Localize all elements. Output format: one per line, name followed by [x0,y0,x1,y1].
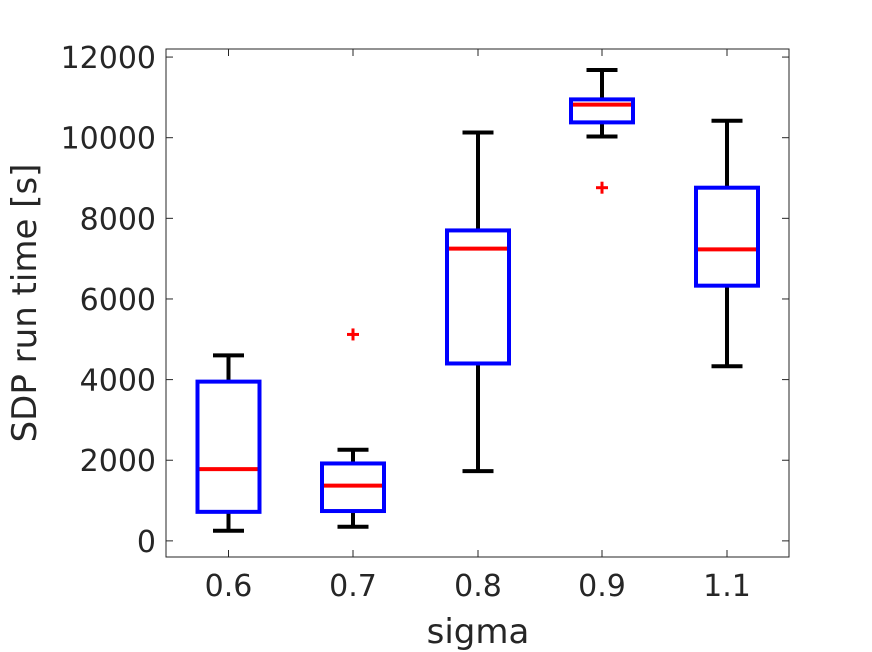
box-1.1 [694,118,760,369]
box-iqr [694,185,760,288]
x-tick-label: 0.7 [329,569,377,604]
x-tick-label: 0.6 [205,569,253,604]
outlier-marker [347,328,359,341]
x-tick-label: 0.8 [454,569,502,604]
x-tick-label: 0.9 [578,569,626,604]
tick-labels: 0 2000 4000 6000 8000 10000 12000 0.6 0.7 0.8 0.9 1… [61,41,751,604]
box-iqr [195,379,262,514]
y-tick-label: 10000 [61,122,156,157]
y-axis-label: SDP run time [s] [5,164,45,443]
y-tick-label: 4000 [80,364,156,399]
x-tick-label: 1.1 [703,569,751,604]
box-0.9 [569,67,635,194]
box-iqr [569,97,635,125]
y-tick-label: 2000 [80,444,156,479]
y-tick-label: 8000 [80,202,156,237]
box-0.7 [320,328,386,529]
x-axis-label: sigma [427,612,530,652]
outlier-marker [596,181,608,194]
y-tick-label: 0 [137,525,156,560]
y-tick-label: 12000 [61,41,156,76]
box-0.6 [195,353,262,533]
box-0.8 [445,130,511,474]
box-iqr [320,461,386,514]
box-series [195,67,760,533]
box-iqr [445,228,511,366]
y-tick-label: 6000 [80,283,156,318]
axis-ticks [166,49,789,557]
